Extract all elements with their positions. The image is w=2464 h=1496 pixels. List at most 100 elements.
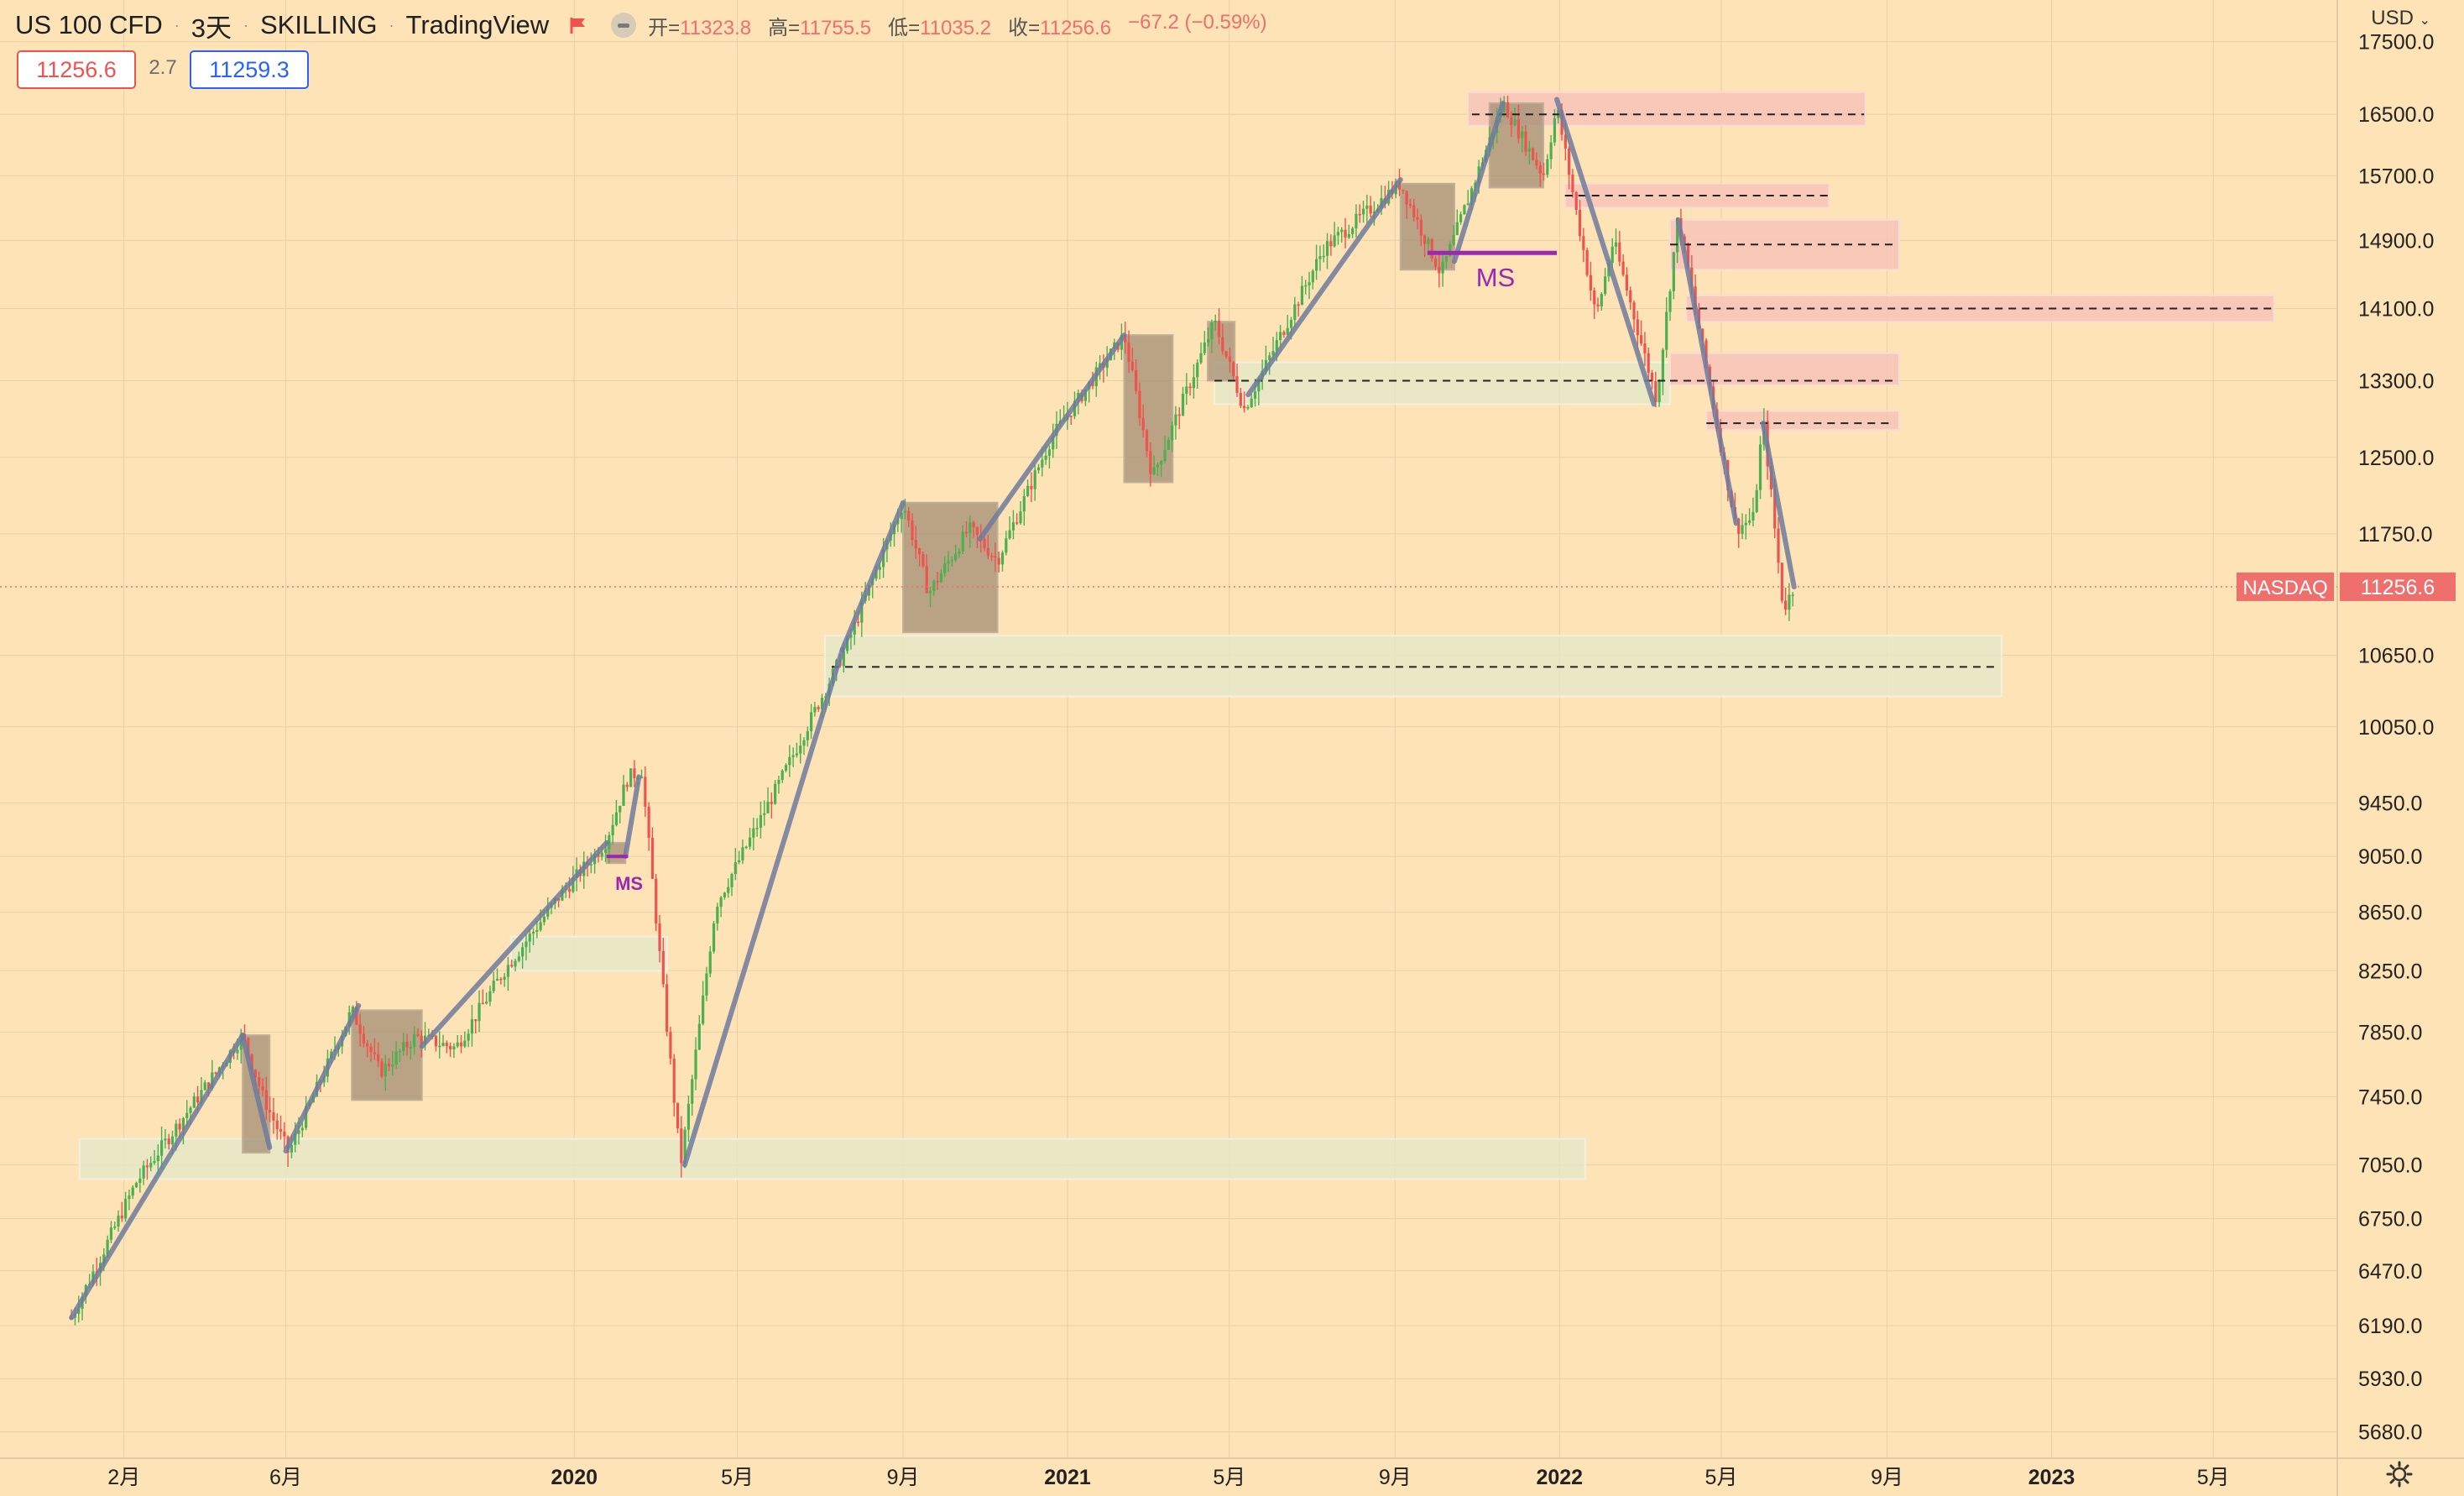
candle-up <box>463 1040 467 1047</box>
candle-down <box>1135 370 1138 391</box>
candle-up <box>741 847 744 860</box>
candle-up <box>712 923 716 952</box>
candle-down <box>387 1063 391 1067</box>
candle-up <box>413 1033 416 1048</box>
trend-line <box>681 646 845 1168</box>
candle-up <box>1452 235 1455 245</box>
market-structure-marks: MS MS <box>606 250 1558 894</box>
candle-up <box>1444 256 1449 262</box>
candle-down <box>1625 275 1629 291</box>
candle-up <box>1365 205 1369 209</box>
candle-down <box>1358 213 1361 216</box>
candle-up <box>784 765 788 771</box>
candle-down <box>1217 320 1221 337</box>
candle-down <box>625 784 629 787</box>
candle-up <box>1441 261 1444 274</box>
candle-up <box>1333 235 1336 247</box>
candle-down <box>405 1041 409 1048</box>
candle-down <box>1538 165 1542 174</box>
gear-icon[interactable] <box>2386 1461 2413 1488</box>
candle-up <box>600 852 603 857</box>
symbol-name[interactable]: US 100 CFD <box>15 10 163 39</box>
candle-up <box>1304 285 1308 287</box>
candle-down <box>1589 275 1593 290</box>
candle-down <box>1221 337 1224 352</box>
candle-down <box>921 553 925 567</box>
candle-down <box>1621 261 1625 275</box>
candle-up <box>799 745 802 754</box>
candle-down <box>449 1046 452 1049</box>
candle-down <box>975 527 979 536</box>
interval-label[interactable]: 3天 <box>191 13 232 43</box>
candle-up <box>939 573 943 583</box>
time-tick-label: 2023 <box>2028 1466 2075 1489</box>
candle-up <box>1741 525 1744 534</box>
candle-up <box>1744 522 1747 526</box>
candle-down <box>655 878 658 924</box>
candle-up <box>1022 496 1026 512</box>
candle-up <box>1156 464 1160 468</box>
candle-up <box>950 559 953 562</box>
candle-down <box>856 621 860 624</box>
candle-up <box>1041 459 1044 468</box>
candle-up <box>1355 213 1358 229</box>
candle-down <box>214 1072 217 1074</box>
candle-down <box>120 1216 123 1219</box>
chart-header: US 100 CFD · 3天 · SKILLING · TradingView… <box>15 7 1267 44</box>
candle-up <box>160 1140 164 1156</box>
candle-up <box>124 1199 128 1219</box>
price-tick-label: 12500.0 <box>2358 447 2434 470</box>
trend-line <box>1245 177 1403 398</box>
candle-up <box>1527 148 1531 152</box>
candle-up <box>1427 238 1430 244</box>
candle-down <box>1780 562 1783 601</box>
candle-up <box>1661 349 1665 382</box>
candle-down <box>964 531 968 534</box>
candle-up <box>1449 244 1452 257</box>
candle-up <box>1604 276 1607 295</box>
candle-down <box>1535 160 1538 166</box>
currency-label: USD <box>2371 7 2414 29</box>
low-value: 11035.2 <box>920 16 992 39</box>
candle-down <box>911 520 914 541</box>
candle-up <box>968 522 972 534</box>
currency-selector[interactable]: USD ⌄ <box>2371 7 2430 30</box>
close-label: 收= <box>1008 16 1041 39</box>
candle-up <box>1668 290 1672 312</box>
candle-down <box>264 1090 268 1111</box>
candle-down <box>1506 102 1510 118</box>
candle-down <box>1737 518 1741 534</box>
candle-up <box>903 510 907 513</box>
candle-down <box>459 1042 463 1047</box>
candle-up <box>1351 228 1355 234</box>
candle-up <box>1336 232 1340 236</box>
candle-down <box>770 802 773 804</box>
candle-up <box>846 637 849 651</box>
candle-down <box>380 1061 384 1077</box>
candle-down <box>510 965 514 967</box>
candle-up <box>452 1046 456 1049</box>
candle-up <box>622 784 625 806</box>
candle-down <box>983 539 986 548</box>
candle-up <box>755 828 759 829</box>
candle-down <box>253 1070 258 1078</box>
sell-price-button[interactable]: 11256.6 <box>17 50 136 89</box>
buy-price-button[interactable]: 11259.3 <box>190 50 309 89</box>
candle-up <box>1250 398 1253 407</box>
candle-down <box>925 566 928 594</box>
time-tick-label: 2020 <box>551 1466 598 1489</box>
flag-icon[interactable] <box>569 16 587 34</box>
trend-line <box>283 1002 362 1153</box>
candle-up <box>738 860 741 863</box>
candle-up <box>305 1106 308 1128</box>
candle-down <box>279 1129 283 1132</box>
candle-up <box>185 1112 189 1118</box>
platform-name: TradingView <box>405 10 550 39</box>
collapse-button[interactable] <box>611 13 637 38</box>
demand-zone <box>509 935 669 972</box>
candle-down <box>1596 304 1600 306</box>
candle-up <box>297 1130 300 1134</box>
candle-up <box>170 1136 175 1145</box>
candle-up <box>744 846 748 849</box>
